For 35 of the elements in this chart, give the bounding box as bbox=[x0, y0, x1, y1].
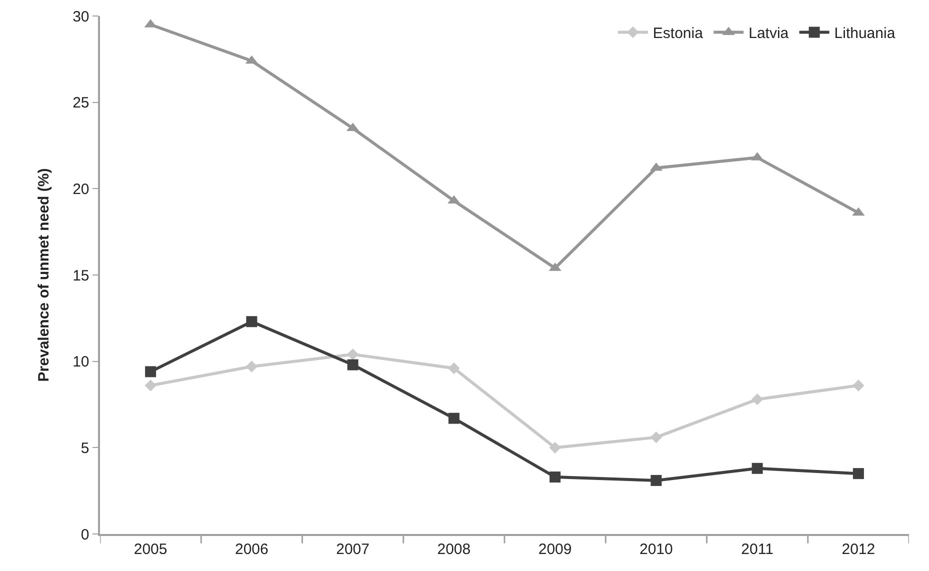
x-tick-label: 2007 bbox=[336, 540, 370, 558]
y-tick-label: 0 bbox=[80, 526, 90, 544]
point bbox=[346, 348, 359, 360]
x-tick-label: 2009 bbox=[538, 540, 572, 558]
legend-label: Estonia bbox=[652, 25, 704, 42]
x-tick-label: 2011 bbox=[741, 540, 774, 558]
point bbox=[550, 472, 561, 483]
x-tick-label: 2010 bbox=[640, 540, 673, 558]
x-tick-label: 2012 bbox=[842, 540, 876, 558]
point bbox=[752, 462, 763, 474]
legend-label: Latvia bbox=[748, 25, 790, 42]
y-tick-label: 15 bbox=[72, 267, 90, 284]
x-tick-label: 2006 bbox=[235, 540, 268, 558]
legend-label: Lithuania bbox=[834, 25, 896, 42]
y-axis-title: Prevalence of unmet need (%) bbox=[35, 168, 52, 382]
point bbox=[246, 316, 258, 328]
point bbox=[144, 380, 156, 392]
point bbox=[549, 442, 561, 454]
y-tick-label: 20 bbox=[72, 180, 90, 198]
x-tick-label: 2005 bbox=[134, 540, 168, 558]
y-tick-label: 25 bbox=[72, 94, 90, 112]
y-tick-label: 10 bbox=[72, 354, 90, 371]
point bbox=[650, 431, 662, 444]
point bbox=[650, 474, 662, 486]
point bbox=[246, 360, 258, 372]
point bbox=[852, 468, 864, 480]
point bbox=[145, 366, 156, 378]
point bbox=[347, 359, 358, 370]
point bbox=[751, 393, 764, 406]
point bbox=[852, 380, 864, 392]
x-tick-label: 2008 bbox=[437, 540, 471, 558]
y-tick-label: 30 bbox=[72, 8, 90, 26]
point bbox=[448, 362, 460, 374]
point bbox=[448, 412, 460, 424]
y-tick-label: 5 bbox=[80, 440, 90, 457]
